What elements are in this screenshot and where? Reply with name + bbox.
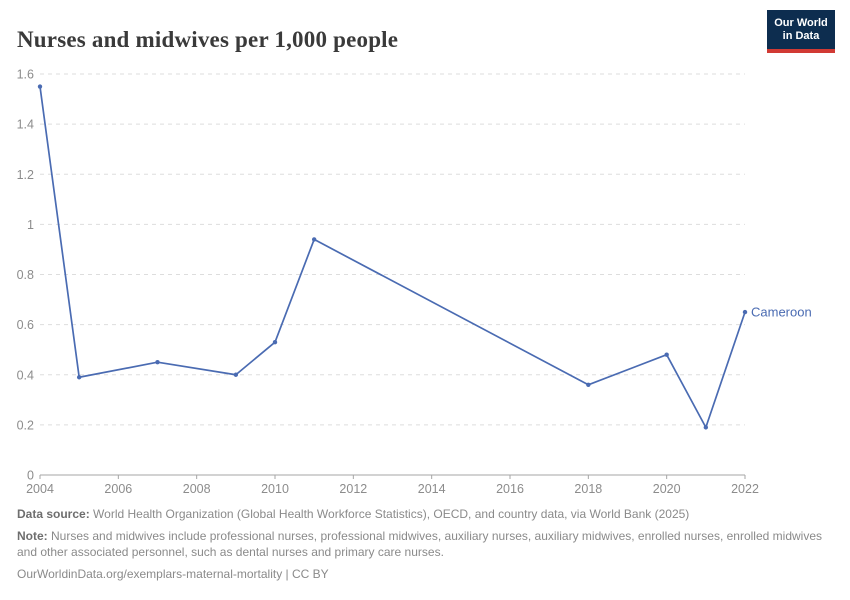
data-source-text: World Health Organization (Global Health…	[89, 507, 690, 521]
data-source-line: Data source: World Health Organization (…	[17, 506, 837, 522]
owid-logo-line2: in Data	[782, 30, 820, 42]
owid-logo-line1: Our World	[774, 17, 828, 29]
x-tick-label: 2010	[261, 482, 289, 496]
y-tick-label: 0.4	[17, 368, 34, 382]
x-tick-label: 2008	[183, 482, 211, 496]
y-tick-label: 0.2	[17, 418, 34, 432]
data-point[interactable]	[233, 372, 239, 377]
x-tick-label: 2012	[339, 482, 367, 496]
data-point[interactable]	[311, 237, 317, 242]
y-tick-label: 0	[27, 469, 34, 483]
note-line: Note: Nurses and midwives include profes…	[17, 528, 837, 560]
y-tick-label: 1.2	[17, 168, 34, 182]
x-tick-label: 2014	[418, 482, 446, 496]
x-tick-label: 2018	[574, 482, 602, 496]
chart-footer: Data source: World Health Organization (…	[17, 506, 837, 588]
line-chart-canvas[interactable]: 0 0.2 0.4 0.6 0.8 1 1.2 1.4 1.6 2004 2006 2008 2010 2…	[0, 60, 850, 510]
data-point[interactable]	[664, 352, 669, 357]
data-point[interactable]	[742, 309, 748, 315]
data-point[interactable]	[703, 425, 709, 430]
x-tick-label: 2020	[653, 482, 681, 496]
y-tick-label: 0.6	[17, 318, 34, 332]
y-tick-label: 1.6	[17, 68, 34, 82]
y-tick-label: 1	[27, 218, 34, 232]
chart-area: 0 0.2 0.4 0.6 0.8 1 1.2 1.4 1.6 2004 2006 2008 2010 2…	[0, 60, 850, 510]
note-text: Nurses and midwives include professional…	[17, 529, 822, 559]
x-tick-label: 2004	[26, 482, 54, 496]
y-tick-label: 0.8	[17, 268, 34, 282]
chart-title: Nurses and midwives per 1,000 people	[17, 27, 399, 53]
trend-line[interactable]	[39, 86, 746, 429]
license-line: OurWorldinData.org/exemplars-maternal-mo…	[17, 567, 329, 581]
x-tick-label: 2016	[496, 482, 524, 496]
data-point[interactable]	[586, 382, 591, 387]
note-label: Note:	[17, 529, 48, 543]
owid-logo: Our World in Data	[767, 10, 835, 53]
data-point[interactable]	[37, 84, 43, 89]
data-point[interactable]	[272, 339, 278, 345]
data-point[interactable]	[155, 360, 160, 365]
data-point[interactable]	[76, 375, 82, 380]
series-label-cameroon[interactable]: Cameroon	[751, 305, 812, 320]
data-source-label: Data source:	[17, 507, 90, 521]
x-tick-label: 2022	[731, 482, 759, 496]
x-tick-label: 2006	[104, 482, 132, 496]
y-tick-label: 1.4	[17, 118, 34, 132]
